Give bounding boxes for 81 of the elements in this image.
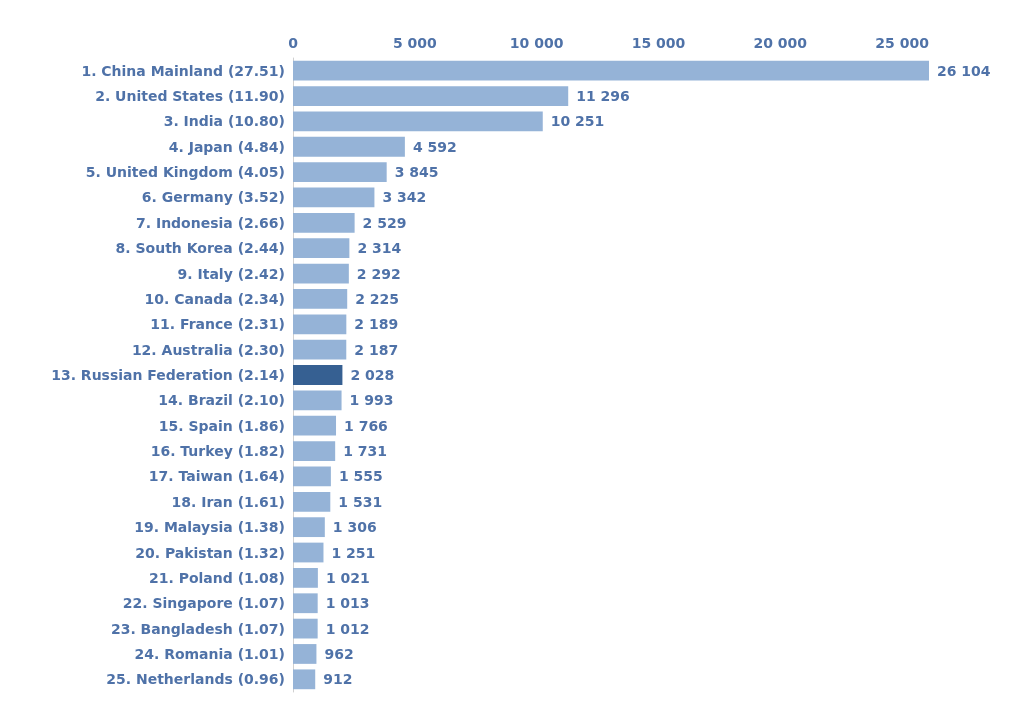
bar [293, 669, 316, 690]
bar [293, 60, 929, 81]
x-tick-label: 15 000 [631, 35, 686, 51]
y-tick-label: 10. Canada (2.34) [144, 290, 285, 307]
bar [293, 593, 318, 614]
y-tick-label: 25. Netherlands (0.96) [106, 671, 285, 688]
y-tick-label: 15. Spain (1.86) [158, 417, 285, 434]
y-tick-label: 4. Japan (4.84) [168, 138, 285, 155]
y-tick-label: 13. Russian Federation (2.14) [51, 367, 285, 383]
x-tick-label: 5 000 [392, 35, 437, 51]
y-tick-label: 6. Germany (3.52) [141, 189, 285, 206]
bar [293, 466, 331, 487]
data-label: 2 314 [357, 240, 402, 257]
data-label: 1 251 [331, 544, 376, 561]
y-tick-label: 12. Australia (2.30) [131, 341, 285, 358]
data-label: 1 013 [325, 595, 370, 612]
bar [293, 187, 375, 208]
x-tick-label: 25 000 [875, 35, 930, 51]
y-tick-label: 8. South Korea (2.44) [115, 240, 285, 257]
data-label: 3 342 [382, 189, 427, 206]
y-tick-label: 11. France (2.31) [150, 316, 285, 333]
y-tick-label: 3. India (10.80) [163, 113, 285, 130]
bar [293, 618, 318, 639]
data-label: 1 555 [338, 468, 383, 485]
y-tick-label: 16. Turkey (1.82) [150, 443, 285, 460]
y-tick-label: 2. United States (11.90) [95, 88, 285, 105]
data-label: 2 225 [355, 290, 400, 307]
bar [293, 517, 325, 538]
y-tick-label: 21. Poland (1.08) [148, 569, 285, 586]
data-label: 1 021 [325, 569, 370, 586]
y-tick-label: 19. Malaysia (1.38) [134, 519, 285, 536]
bar [293, 339, 347, 360]
y-tick-label: 14. Brazil (2.10) [158, 392, 285, 409]
bar [293, 491, 331, 512]
data-label: 3 845 [394, 164, 439, 181]
bar [293, 644, 317, 664]
x-tick-label: 20 000 [753, 35, 808, 51]
data-label: 1 766 [344, 417, 388, 434]
bar [293, 212, 355, 233]
bar [293, 441, 336, 461]
data-label: 962 [324, 645, 354, 662]
y-tick-label: 24. Romania (1.01) [134, 645, 285, 662]
y-tick-label: 17. Taiwan (1.64) [148, 468, 285, 485]
bar [293, 263, 349, 284]
bar [293, 415, 337, 436]
data-label: 4 592 [412, 138, 457, 155]
data-label: 10 251 [550, 113, 605, 130]
y-tick-label: 9. Italy (2.42) [177, 265, 285, 282]
data-label: 1 531 [338, 493, 383, 510]
data-label: 1 731 [343, 443, 388, 460]
data-label: 1 993 [349, 392, 394, 409]
y-tick-label: 5. United Kingdom (4.05) [85, 164, 285, 181]
data-label: 912 [323, 671, 353, 688]
bar [293, 289, 348, 309]
data-label: 2 189 [354, 316, 399, 333]
data-label: 2 187 [354, 341, 399, 358]
y-tick-label: 20. Pakistan (1.32) [135, 544, 285, 561]
bar [293, 162, 387, 183]
data-label: 1 012 [325, 620, 370, 637]
bar [293, 365, 343, 385]
data-label: 11 296 [576, 88, 630, 105]
y-tick-label: 1. China Mainland (27.51) [81, 62, 285, 79]
bar [293, 111, 543, 132]
bar [293, 542, 324, 563]
data-label: 26 104 [937, 62, 991, 79]
y-tick-label: 23. Bangladesh (1.07) [110, 620, 285, 637]
y-tick-label: 7. Indonesia (2.66) [135, 214, 285, 231]
data-label: 1 306 [332, 519, 377, 536]
y-tick-label: 18. Iran (1.61) [171, 493, 285, 510]
y-tick-label: 22. Singapore (1.07) [122, 595, 285, 612]
bar [293, 136, 405, 157]
bar [293, 314, 347, 335]
bar [293, 390, 342, 411]
data-label: 2 529 [362, 214, 407, 231]
data-label: 2 292 [356, 265, 401, 282]
bar [293, 86, 569, 106]
x-tick-label: 0 [288, 35, 299, 51]
bar [293, 567, 318, 588]
data-label: 2 028 [350, 367, 395, 383]
bar [293, 238, 350, 259]
x-tick-label: 10 000 [509, 35, 564, 51]
